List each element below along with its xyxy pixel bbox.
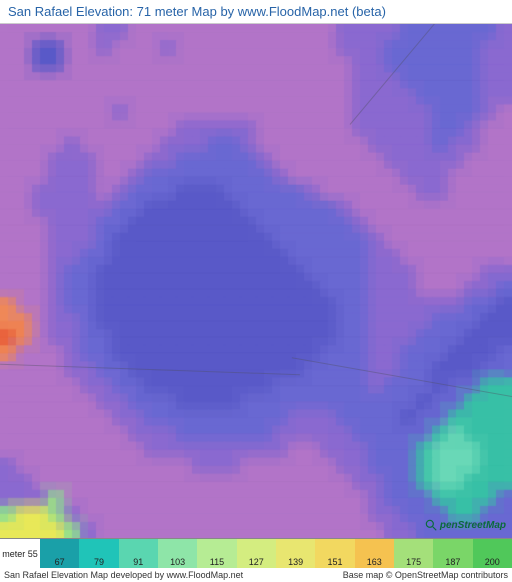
osm-logo-text: penStreetMap	[440, 520, 506, 531]
legend-tick: 175	[406, 557, 421, 567]
legend-tick: 79	[94, 557, 104, 567]
legend-tick: 200	[485, 557, 500, 567]
magnifier-icon	[424, 518, 438, 532]
legend-swatch: 103	[158, 539, 197, 568]
legend-swatches: 67 79 91 103 115 127 139 151 163 175 187 200	[40, 539, 512, 568]
legend-swatch: 175	[394, 539, 433, 568]
elevation-legend: meter 55 67 79 91 103 115 127 139 151 163 175 187 2…	[0, 538, 512, 568]
legend-swatch: 67	[40, 539, 79, 568]
osm-logo[interactable]: penStreetMap	[424, 518, 506, 532]
map-canvas	[0, 24, 512, 538]
legend-unit: meter 55	[0, 539, 40, 568]
legend-swatch: 139	[276, 539, 315, 568]
legend-tick: 139	[288, 557, 303, 567]
legend-swatch: 91	[119, 539, 158, 568]
footer-right: Base map © OpenStreetMap contributors	[343, 570, 508, 580]
legend-tick: 91	[133, 557, 143, 567]
footer: San Rafael Elevation Map developed by ww…	[0, 568, 512, 582]
legend-tick: 115	[210, 557, 224, 567]
legend-swatch: 115	[197, 539, 236, 568]
legend-swatch: 151	[315, 539, 354, 568]
legend-tick: 67	[55, 557, 65, 567]
elevation-map[interactable]: penStreetMap	[0, 23, 512, 538]
legend-swatch: 187	[433, 539, 472, 568]
legend-tick: 163	[367, 557, 382, 567]
legend-tick: 103	[170, 557, 185, 567]
footer-left: San Rafael Elevation Map developed by ww…	[4, 570, 243, 580]
legend-swatch: 79	[79, 539, 118, 568]
legend-swatch: 163	[355, 539, 394, 568]
legend-tick: 187	[445, 557, 460, 567]
map-container: San Rafael Elevation: 71 meter Map by ww…	[0, 0, 512, 582]
legend-tick: 127	[249, 557, 264, 567]
legend-swatch: 127	[237, 539, 276, 568]
legend-swatch: 200	[473, 539, 512, 568]
page-title: San Rafael Elevation: 71 meter Map by ww…	[0, 0, 512, 23]
legend-tick: 151	[327, 557, 342, 567]
